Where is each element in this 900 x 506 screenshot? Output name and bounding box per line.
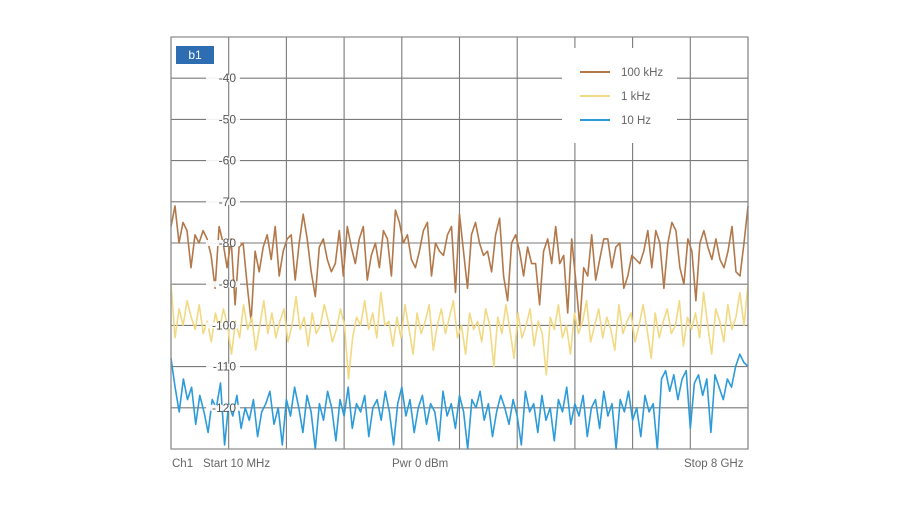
series-line-0 [170,205,749,327]
tick-label-bg [206,198,240,205]
series-line-2 [170,353,749,450]
tick-label-bg [206,116,240,123]
y-tick-label: -120 [212,401,236,415]
y-tick-label: -90 [219,277,237,291]
tick-label-bg [206,404,240,411]
footer-stop: Stop 8 GHz [684,458,744,470]
y-tick-label: -100 [212,318,236,332]
legend-box [562,48,677,143]
tick-label-bg [206,157,240,164]
tick-label-bg [206,322,240,329]
footer-channel: Ch1 [172,458,194,470]
y-tick-label: -70 [219,195,237,209]
tick-label-bg [206,240,240,246]
trace-badge-label: b1 [188,48,202,62]
legend-label-1: 1 kHz [621,91,651,103]
tick-label-bg [206,75,240,82]
tick-label-bg [206,363,240,370]
y-tick-label: -40 [219,71,237,85]
y-tick-label: -50 [219,112,237,126]
y-tick-label: -60 [219,154,237,168]
plot-frame [170,36,749,450]
legend-label-2: 10 Hz [621,115,651,127]
y-tick-label: -80 [219,236,237,250]
trace-badge [176,46,214,64]
footer-power: Pwr 0 dBm [392,458,449,470]
tick-label-bg [206,281,240,288]
series-line-1 [170,284,749,380]
footer-start: Start 10 MHz [203,458,271,470]
legend-label-0: 100 kHz [621,67,663,79]
y-tick-label: -110 [213,360,236,374]
